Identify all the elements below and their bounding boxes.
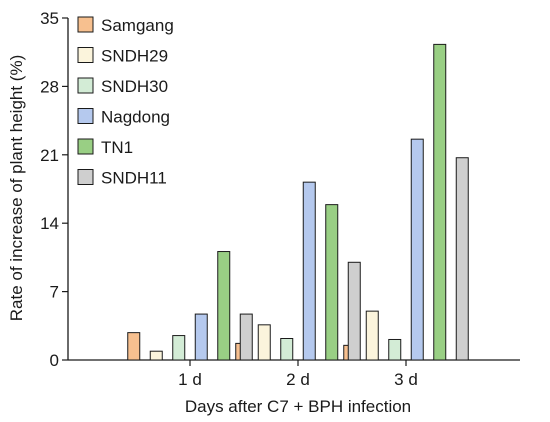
x-tick-label: 1 d xyxy=(178,370,202,389)
y-tick-label: 14 xyxy=(40,214,59,233)
y-tick-label: 7 xyxy=(50,283,59,302)
bars xyxy=(127,43,469,361)
legend-label: Nagdong xyxy=(101,108,170,127)
bar-sndh30-2 xyxy=(388,338,402,361)
x-tick-label: 3 d xyxy=(394,370,418,389)
y-tick-label: 21 xyxy=(40,146,59,165)
bar-sndh29-1 xyxy=(257,324,271,361)
y-tick-label: 35 xyxy=(40,9,59,28)
legend-label: SNDH30 xyxy=(101,77,168,96)
legend-label: SNDH29 xyxy=(101,47,168,66)
bar-sndh11-1 xyxy=(347,261,361,361)
legend-swatch xyxy=(77,16,94,33)
legend: Samgang SNDH29 SNDH30 Nagdong TN1 SNDH11 xyxy=(77,16,174,188)
y-axis-label: Rate of increase of plant height (%) xyxy=(7,55,26,321)
bar-sndh11-2 xyxy=(455,157,469,361)
bar-sndh11-0 xyxy=(239,313,253,361)
bar-nagdong-0 xyxy=(194,313,208,361)
legend-swatch xyxy=(77,77,94,94)
bar-sndh29-0 xyxy=(149,350,163,361)
legend-swatch xyxy=(77,169,94,185)
y-tick-labels: 0 7 14 21 28 35 xyxy=(40,9,59,370)
x-tick-labels: 1 d 2 d 3 d xyxy=(178,370,418,389)
bar-sndh30-1 xyxy=(280,338,294,361)
bar-nagdong-1 xyxy=(302,181,316,361)
legend-swatch xyxy=(77,47,94,63)
legend-swatch xyxy=(77,108,94,124)
bar-samgang-0 xyxy=(127,332,141,361)
legend-label: SNDH11 xyxy=(101,169,167,188)
y-tick-label: 0 xyxy=(50,351,59,370)
y-tick-label: 28 xyxy=(40,77,59,96)
bar-nagdong-2 xyxy=(410,138,424,361)
bar-tn1-2 xyxy=(433,43,447,361)
axes xyxy=(62,17,520,366)
bar-sndh30-0 xyxy=(172,335,186,361)
bar-tn1-0 xyxy=(217,251,231,361)
legend-label: TN1 xyxy=(101,138,133,157)
legend-swatch xyxy=(77,138,94,155)
bar-tn1-1 xyxy=(325,204,339,361)
x-tick-label: 2 d xyxy=(286,370,310,389)
legend-label: Samgang xyxy=(101,16,174,35)
x-axis-label: Days after C7 + BPH infection xyxy=(185,397,411,416)
bar-sndh29-2 xyxy=(365,310,379,361)
